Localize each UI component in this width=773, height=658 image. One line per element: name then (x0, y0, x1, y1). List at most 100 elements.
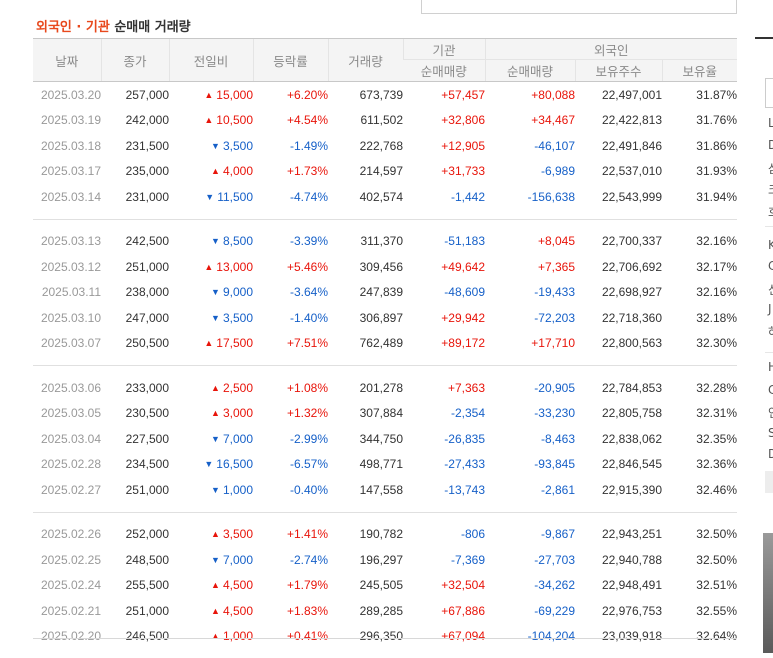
cell-rate: +1.73% (253, 159, 328, 185)
cell-change: ▼3,500 (169, 305, 253, 331)
cell-inst-net: +57,457 (403, 82, 485, 108)
cell-change: ▲10,500 (169, 108, 253, 134)
cell-change: ▲15,000 (169, 82, 253, 108)
arrow-up-icon: ▲ (211, 580, 220, 590)
cell-foreign-shares: 22,976,753 (575, 598, 662, 624)
cell-volume: 190,782 (328, 522, 403, 548)
change-value: 8,500 (223, 234, 253, 248)
cell-foreign-net: -2,861 (485, 477, 575, 503)
cell-close: 246,500 (101, 624, 169, 650)
panel-list-item[interactable]: H (768, 360, 773, 374)
cell-change: ▼7,000 (169, 426, 253, 452)
cell-foreign-net: +80,088 (485, 82, 575, 108)
cell-volume: 762,489 (328, 331, 403, 357)
cell-close: 251,000 (101, 254, 169, 280)
cell-inst-net: -806 (403, 522, 485, 548)
panel-list-item[interactable]: 신 (768, 281, 773, 298)
cell-foreign-net: -9,867 (485, 522, 575, 548)
cell-close: 238,000 (101, 280, 169, 306)
group-gap (33, 356, 737, 366)
group-gap (33, 503, 737, 513)
panel-more-button[interactable] (765, 471, 773, 493)
panel-list-item[interactable]: S (768, 426, 773, 440)
change-value: 4,000 (223, 164, 253, 178)
cell-volume: 611,502 (328, 108, 403, 134)
cell-volume: 222,768 (328, 133, 403, 159)
cell-change: ▲1,000 (169, 624, 253, 650)
cell-foreign-net: +8,045 (485, 229, 575, 255)
cell-close: 250,500 (101, 331, 169, 357)
panel-list-item[interactable]: 삼 (768, 160, 773, 177)
cell-change: ▼11,500 (169, 184, 253, 210)
panel-list-item[interactable]: K (768, 238, 773, 252)
cell-date: 2025.03.07 (33, 331, 101, 357)
cell-foreign-shares: 22,700,337 (575, 229, 662, 255)
header-date: 날짜 (33, 39, 101, 82)
cell-foreign-shares: 22,943,251 (575, 522, 662, 548)
cell-close: 230,500 (101, 401, 169, 427)
change-value: 15,000 (216, 88, 253, 102)
change-value: 4,500 (223, 578, 253, 592)
cell-close: 251,000 (101, 598, 169, 624)
cell-date: 2025.02.21 (33, 598, 101, 624)
cell-foreign-net: +34,467 (485, 108, 575, 134)
cell-date: 2025.03.19 (33, 108, 101, 134)
change-value: 7,000 (223, 432, 253, 446)
cell-rate: +4.54% (253, 108, 328, 134)
cell-foreign-net: -6,989 (485, 159, 575, 185)
cell-foreign-ratio: 32.16% (662, 229, 737, 255)
cell-change: ▼7,000 (169, 547, 253, 573)
arrow-down-icon: ▼ (205, 192, 214, 202)
cell-change: ▲17,500 (169, 331, 253, 357)
cell-inst-net: -7,369 (403, 547, 485, 573)
cell-foreign-ratio: 32.35% (662, 426, 737, 452)
cell-change: ▲3,500 (169, 522, 253, 548)
panel-list-item[interactable]: D (768, 138, 773, 152)
cell-foreign-net: -27,703 (485, 547, 575, 573)
cell-rate: -2.74% (253, 547, 328, 573)
panel-list-item[interactable]: D (768, 447, 773, 461)
cell-foreign-ratio: 32.64% (662, 624, 737, 650)
panel-list-item[interactable]: C (768, 259, 773, 273)
arrow-up-icon: ▲ (211, 606, 220, 616)
cell-close: 257,000 (101, 82, 169, 108)
change-value: 4,500 (223, 604, 253, 618)
panel-list-item[interactable]: 크 (768, 181, 773, 198)
change-value: 10,500 (216, 113, 253, 127)
cell-volume: 498,771 (328, 452, 403, 478)
cell-rate: +1.08% (253, 375, 328, 401)
arrow-up-icon: ▲ (211, 408, 220, 418)
panel-list-item[interactable]: 호 (768, 203, 773, 220)
panel-list-item[interactable]: 인 (768, 404, 773, 421)
cell-foreign-shares: 22,497,001 (575, 82, 662, 108)
cell-volume: 196,297 (328, 547, 403, 573)
cell-close: 247,000 (101, 305, 169, 331)
cell-foreign-ratio: 32.50% (662, 547, 737, 573)
arrow-up-icon: ▲ (204, 338, 213, 348)
panel-input-edge[interactable] (765, 78, 773, 108)
cell-date: 2025.02.27 (33, 477, 101, 503)
cell-rate: -3.39% (253, 229, 328, 255)
change-value: 11,500 (217, 190, 253, 204)
arrow-up-icon: ▲ (211, 166, 220, 176)
panel-list-item[interactable]: L (768, 116, 773, 130)
change-value: 9,000 (223, 285, 253, 299)
arrow-down-icon: ▼ (211, 434, 220, 444)
cell-inst-net: -48,609 (403, 280, 485, 306)
panel-list-item[interactable]: C (768, 383, 773, 397)
panel-list-item[interactable]: 하 (768, 323, 773, 340)
panel-list-item[interactable]: J (768, 302, 772, 316)
cell-date: 2025.02.24 (33, 573, 101, 599)
cell-foreign-ratio: 32.50% (662, 522, 737, 548)
cell-foreign-net: -72,203 (485, 305, 575, 331)
header-close: 종가 (101, 39, 169, 82)
cell-close: 231,500 (101, 133, 169, 159)
cell-inst-net: +31,733 (403, 159, 485, 185)
arrow-down-icon: ▼ (211, 236, 220, 246)
